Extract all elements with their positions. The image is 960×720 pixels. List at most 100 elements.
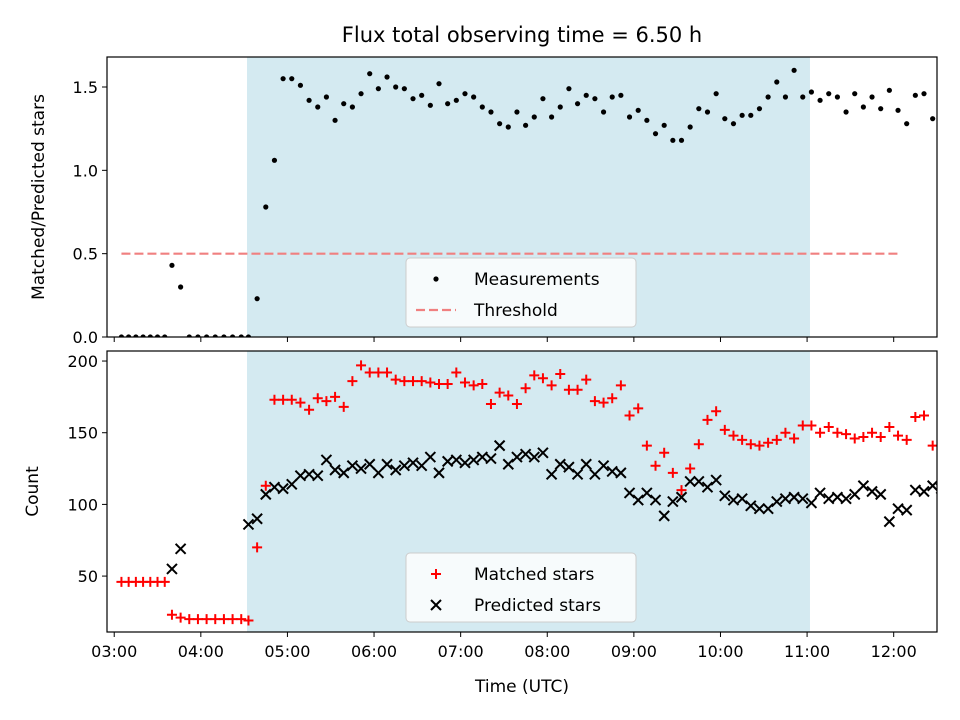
measurement-point	[229, 334, 236, 337]
predicted-star-point	[797, 492, 809, 505]
predicted-star-point	[415, 459, 428, 472]
measurement-point	[869, 94, 875, 100]
matched-star-point	[503, 390, 514, 401]
y-axis-label: Count	[23, 466, 43, 517]
measurement-point	[852, 91, 858, 97]
predicted-star-point	[623, 487, 636, 499]
measurement-point	[523, 122, 529, 128]
measurement-point	[618, 92, 624, 98]
legend-entry-label: Threshold	[473, 301, 558, 321]
matched-star-point	[867, 427, 878, 438]
legend-marker-swatch	[433, 276, 439, 282]
predicted-star-point	[710, 474, 722, 486]
measurement-point	[626, 114, 633, 120]
predicted-star-point	[372, 467, 385, 479]
measurement-point	[843, 109, 849, 115]
predicted-star-point	[641, 487, 653, 499]
y-tick-label: 100	[67, 495, 98, 514]
measurement-point	[453, 97, 459, 103]
matched-star-point	[659, 447, 670, 458]
measurement-point	[195, 334, 201, 337]
predicted-star-point	[745, 500, 757, 512]
measurement-point	[756, 106, 763, 112]
measurement-point	[462, 91, 468, 97]
matched-star-point	[304, 404, 315, 415]
legend-box	[405, 552, 637, 623]
predicted-star-point	[675, 491, 688, 503]
predicted-star-point	[312, 470, 324, 482]
legend-entry-label: Predicted stars	[474, 596, 601, 616]
matched-star-point	[719, 424, 730, 435]
predicted-star-point	[251, 513, 263, 525]
measurement-point	[263, 204, 269, 210]
matched-star-point	[243, 615, 254, 626]
measurement-point	[341, 101, 347, 107]
matched-star-point	[763, 437, 774, 448]
predicted-star-point	[814, 487, 826, 499]
measurement-point	[367, 71, 373, 77]
predicted-star-point	[329, 464, 341, 476]
axes-frame	[106, 56, 938, 338]
matched-star-point	[373, 367, 384, 378]
matched-star-point	[607, 393, 618, 404]
x-axis-label: Time (UTC)	[474, 677, 569, 697]
matched-star-point	[347, 376, 358, 387]
matched-star-point	[806, 420, 817, 431]
matched-star-point	[477, 378, 488, 389]
measurement-point	[245, 334, 252, 337]
measurement-point	[912, 92, 918, 98]
x-tick-label: 03:00	[91, 642, 137, 661]
matched-star-point	[711, 406, 722, 417]
predicted-star-point	[355, 462, 367, 475]
matched-star-point	[159, 576, 170, 587]
matched-star-point	[252, 542, 263, 553]
predicted-star-point	[823, 492, 835, 505]
matched-star-point	[737, 434, 748, 445]
y-axis-label: Matched/Predicted stars	[29, 94, 49, 300]
predicted-star-point	[788, 491, 800, 503]
measurement-point	[289, 76, 295, 82]
matched-star-point	[269, 394, 280, 405]
predicted-star-point	[286, 478, 298, 491]
x-tick-label: 07:00	[438, 642, 484, 661]
matched-star-point	[754, 440, 765, 451]
predicted-star-point	[684, 475, 696, 488]
legend-entry-label: Measurements	[474, 270, 600, 290]
measurement-point	[384, 74, 390, 80]
predicted-star-point	[485, 452, 497, 465]
matched-star-point	[468, 380, 479, 391]
matched-star-point	[901, 434, 912, 445]
predicted-star-point	[667, 495, 679, 508]
measurement-point	[280, 76, 286, 82]
y-tick-label: 1.0	[73, 161, 98, 180]
measurement-point	[574, 101, 581, 107]
measurement-point	[860, 104, 866, 110]
legend-box	[405, 257, 637, 328]
predicted-star-point	[166, 563, 178, 575]
predicted-star-point	[719, 490, 731, 502]
measurement-point	[644, 117, 650, 123]
measurement-point	[808, 89, 815, 95]
matched-star-point	[884, 421, 895, 432]
axes-frame	[106, 350, 938, 633]
y-tick-label: 150	[67, 424, 98, 443]
matched-star-point	[364, 367, 375, 378]
matched-star-point	[321, 396, 332, 407]
predicted-star-point	[736, 492, 748, 505]
predicted-star-point	[450, 454, 463, 466]
predicted-star-point	[615, 467, 627, 479]
predicted-star-point	[389, 464, 402, 476]
predicted-star-point	[909, 484, 922, 496]
matched-star-point	[330, 391, 341, 402]
measurement-point	[375, 86, 381, 92]
predicted-star-point	[762, 502, 774, 515]
predicted-star-point	[900, 504, 913, 516]
matched-star-point	[408, 376, 419, 387]
measurement-point	[410, 96, 416, 102]
measurement-point	[774, 79, 780, 85]
measurement-point	[661, 122, 667, 128]
predicted-star-point	[606, 465, 618, 478]
predicted-star-point	[874, 488, 887, 501]
measurement-point	[471, 94, 477, 100]
matched-star-point	[166, 609, 177, 620]
